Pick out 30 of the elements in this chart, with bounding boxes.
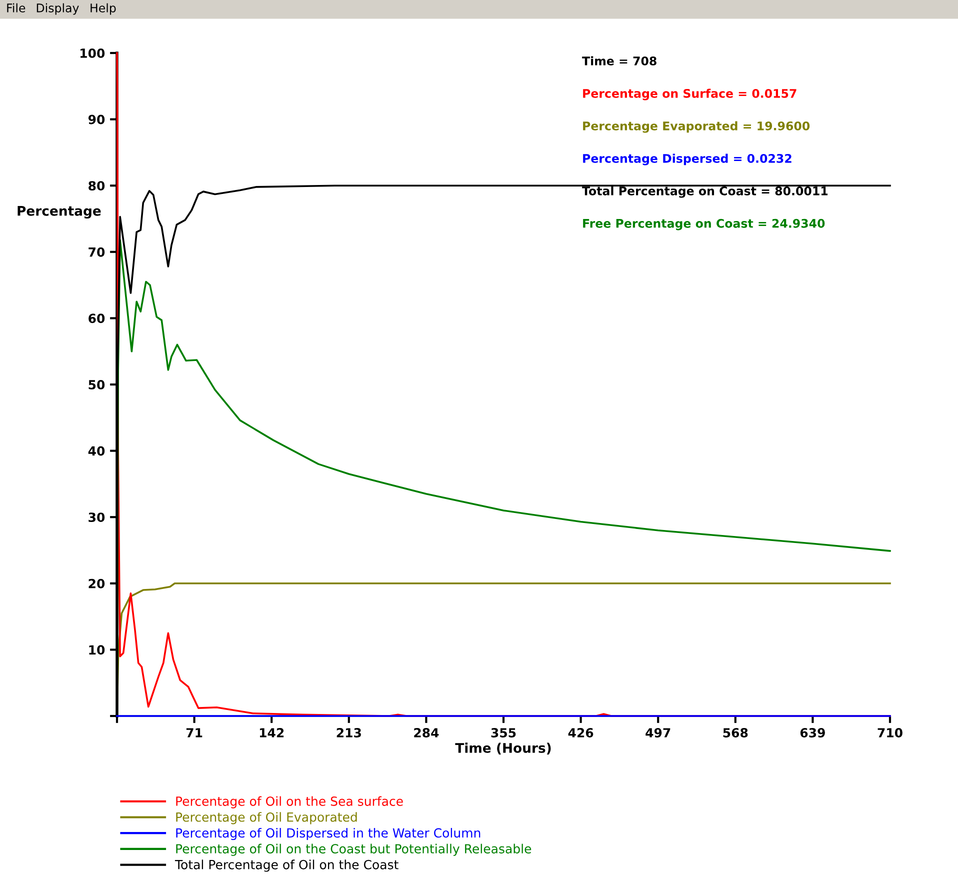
y-tick-label: 20 xyxy=(88,578,105,588)
y-tick-label: 90 xyxy=(88,114,105,124)
y-tick-label: 50 xyxy=(88,380,105,390)
x-tick-label: 497 xyxy=(646,728,670,738)
legend-label: Percentage of Oil on the Coast but Potentially Releasable xyxy=(176,844,532,856)
y-tick-label: 40 xyxy=(88,446,105,456)
y-tick-label: 80 xyxy=(88,181,105,191)
text: Help xyxy=(90,3,116,15)
legend-label: Percentage of Oil Dispersed in the Water Column xyxy=(176,828,480,840)
y-axis-title: Percentage xyxy=(18,206,101,219)
y-tick-label: 60 xyxy=(88,314,105,324)
y-tick-label: 30 xyxy=(88,512,105,522)
x-tick-label: 426 xyxy=(568,728,594,738)
legend-label: Total Percentage of Oil on the Coast xyxy=(174,860,398,872)
x-tick-label: 71 xyxy=(186,728,202,738)
x-tick-label: 213 xyxy=(336,728,361,738)
y-tick-label: 100 xyxy=(80,48,105,58)
legend-label: Percentage of Oil Evaporated xyxy=(176,812,357,824)
x-tick-label: 284 xyxy=(414,728,439,738)
text: Display xyxy=(36,3,79,15)
x-tick-label: 568 xyxy=(723,728,748,738)
x-tick-label: 142 xyxy=(260,728,284,738)
legend-label: Percentage of Oil on the Sea surface xyxy=(176,796,403,808)
x-tick-label: 355 xyxy=(491,728,516,738)
y-tick-label: 10 xyxy=(89,645,105,655)
x-tick-label: 639 xyxy=(800,728,825,738)
x-tick-label: 710 xyxy=(878,728,902,738)
y-tick-label: 70 xyxy=(88,247,105,257)
x-axis-title: Time (Hours) xyxy=(455,742,551,754)
text: File xyxy=(7,3,26,12)
